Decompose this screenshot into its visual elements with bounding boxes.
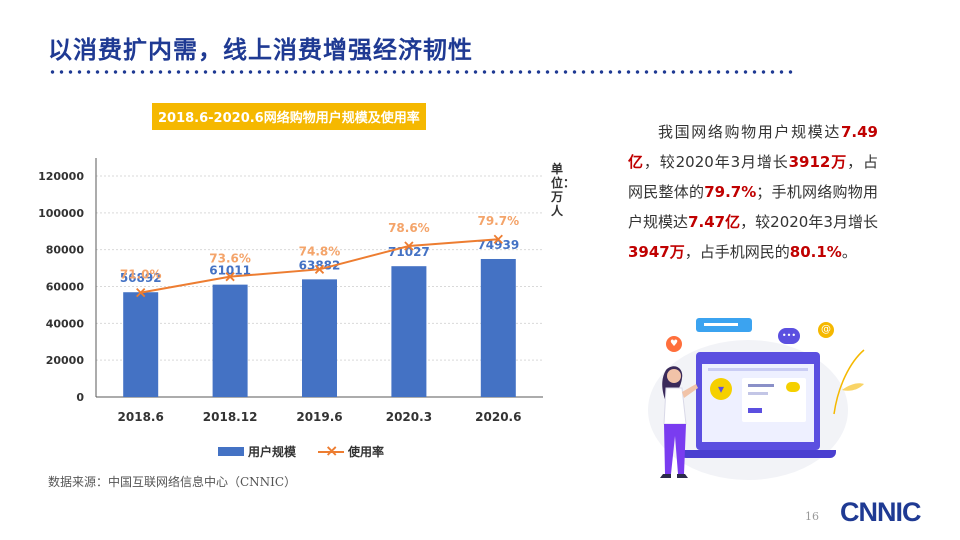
- description-segment: ；手机网络购物用户规模达: [628, 183, 878, 231]
- highlight-value: 80.1%: [789, 243, 842, 261]
- woman-figure-icon: [660, 366, 698, 478]
- bar-data-label: 63882: [299, 258, 341, 272]
- chart-title: 2018.6-2020.6网络购物用户规模及使用率: [152, 103, 426, 130]
- legend-label-users: 用户规模: [248, 445, 297, 459]
- line-data-label: 78.6%: [388, 221, 430, 235]
- x-tick-label: 2018.12: [203, 410, 258, 424]
- heart-icon: ♥: [666, 336, 682, 352]
- line-data-label: 74.8%: [299, 244, 341, 258]
- chat-icon: •••: [778, 328, 800, 344]
- laptop-base: [680, 450, 836, 458]
- data-source: 数据来源：中国互联网络信息中心（CNNIC）: [48, 475, 297, 489]
- highlight-value: 3947万: [628, 243, 685, 261]
- highlight-value: 7.47亿: [688, 213, 741, 231]
- bar-data-label: 74939: [477, 238, 519, 252]
- page-number: 16: [805, 510, 819, 523]
- x-tick-label: 2020.3: [386, 410, 432, 424]
- leaf-decoration-icon: [833, 349, 865, 415]
- unit-label: 单位：万人: [551, 162, 576, 218]
- highlight-value: 7.49亿: [628, 123, 878, 171]
- description-segment: ，较2020年3月增长: [740, 213, 878, 231]
- line-point: [225, 272, 235, 282]
- cnnic-logo: CNNIC: [840, 497, 921, 527]
- laptop-icon: ▾: [696, 352, 820, 450]
- bar: [212, 284, 248, 397]
- bar: [480, 258, 516, 397]
- line-data-label: 71.0%: [120, 268, 162, 282]
- description-segment: ，较2020年3月增长: [643, 153, 789, 171]
- description-segment: ，占手机网民的: [684, 243, 790, 261]
- line-point: [314, 264, 325, 274]
- description-segment: 。: [841, 243, 857, 261]
- y-tick-label: 0: [76, 391, 84, 404]
- description-segment: ，占网民整体的: [628, 153, 878, 201]
- legend-line-swatch: [318, 441, 345, 460]
- bar: [391, 266, 427, 397]
- line-data-label: 73.6%: [209, 252, 251, 266]
- message-bubble-icon: [696, 318, 752, 332]
- line-point: [136, 288, 146, 298]
- y-tick-label: 40000: [46, 317, 85, 330]
- x-tick-label: 2018.6: [118, 410, 164, 424]
- title-divider: [48, 70, 794, 74]
- at-icon: @: [818, 322, 834, 338]
- line-data-label: 79.7%: [477, 214, 519, 228]
- x-tick-label: 2020.6: [475, 410, 521, 424]
- legend-item-line: 使用率: [318, 441, 385, 460]
- legend-label-rate: 使用率: [348, 445, 385, 459]
- y-tick-label: 20000: [46, 354, 85, 367]
- description-segment: 我国网络购物用户规模达: [658, 123, 841, 141]
- bar: [302, 279, 337, 397]
- cart-icon: ▾: [710, 378, 732, 400]
- highlight-value: 3912万: [788, 153, 848, 171]
- bar-data-label: 61011: [209, 264, 251, 278]
- y-tick-label: 60000: [46, 281, 85, 294]
- line-point: [404, 241, 414, 251]
- description-text: 我国网络购物用户规模达7.49亿，较2020年3月增长3912万，占网民整体的7…: [628, 117, 878, 267]
- x-tick-label: 2019.6: [296, 410, 342, 424]
- cloud-icon: [786, 382, 800, 392]
- line-point: [493, 234, 503, 244]
- bar-data-label: 56892: [120, 271, 162, 285]
- chart-legend: 用户规模 使用率: [218, 441, 385, 460]
- legend-bar-swatch: [218, 447, 244, 456]
- highlight-value: 79.7%: [704, 183, 757, 201]
- laptop-screen: ▾: [702, 364, 814, 442]
- y-tick-label: 100000: [38, 207, 84, 220]
- shopping-illustration: ♥ ••• @ ▾: [640, 310, 870, 480]
- legend-item-bar: 用户规模: [218, 443, 296, 460]
- y-tick-label: 120000: [38, 170, 84, 183]
- bar: [123, 292, 159, 397]
- bar-data-label: 71027: [388, 245, 430, 259]
- slide-title: 以消费扩内需，线上消费增强经济韧性: [48, 36, 473, 64]
- y-tick-label: 80000: [46, 244, 85, 257]
